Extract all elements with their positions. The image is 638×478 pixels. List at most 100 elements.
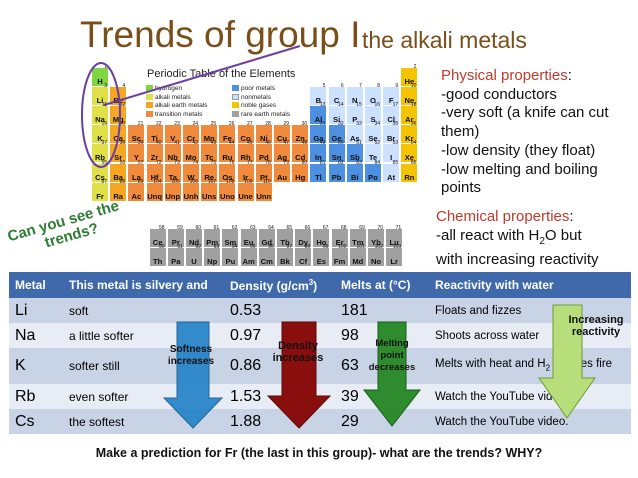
softness-arrow [162, 321, 224, 429]
element-cell-bk: 97 Bk [276, 244, 294, 267]
element-cell-cu: 29 Cu [273, 121, 291, 145]
element-cell-mg: 12 Mg [109, 102, 128, 126]
element-cell-mn: 25 Mn [200, 121, 219, 145]
element-cell-tm: 69 Tm [348, 225, 367, 248]
element-cell-unq: 104 Unq [145, 178, 164, 202]
density-arrow-label: Density increases [272, 340, 324, 364]
element-cell-pa: 91 Pa [166, 244, 185, 267]
element-cell-la: 57 La [127, 160, 146, 183]
legend-item: noble gases [232, 102, 290, 111]
element-cell-sb: 51 Sb [345, 140, 364, 164]
periodic-table-legend-left: hydrogen alkali metals alkali earth meta… [146, 85, 207, 119]
element-cell-ra: 88 Ra [109, 179, 128, 202]
element-cell-sr: 38 Sr [109, 140, 128, 164]
legend-item: alkali metals [146, 94, 207, 103]
element-cell-ag: 47 Ag [273, 140, 291, 164]
legend-item: hydrogen [146, 85, 207, 94]
element-cell-hg: 80 Hg [291, 160, 310, 183]
element-cell-sm: 62 Sm [221, 225, 240, 248]
element-cell-pb: 82 Pb [327, 160, 346, 183]
element-cell-li: 3 Li [91, 83, 109, 107]
element-cell-eu: 63 Eu [239, 225, 258, 248]
legend-swatch [146, 93, 153, 100]
chemical-properties: Chemical properties: -all react with H2O… [436, 208, 636, 270]
element-cell-bi: 83 Bi [345, 160, 364, 183]
element-cell-ac: 89 Ac [127, 179, 146, 202]
element-cell-cf: 98 Cf [294, 244, 313, 267]
physical-item: -very soft (a knife can cut them) [441, 104, 609, 141]
element-cell-co: 27 Co [236, 121, 255, 145]
col-header-reactivity: Reactivity with water [429, 272, 631, 298]
periodic-table-legend-right: poor metals nonmetals noble gases rare e… [232, 85, 290, 119]
element-cell-at: 85 At [382, 160, 401, 183]
element-cell-ne: 10 Ne [400, 83, 419, 107]
legend-swatch [232, 111, 239, 118]
periodic-table-title: Periodic Table of the Elements [147, 68, 296, 80]
element-cell-fm: 100 Fm [330, 244, 349, 267]
element-cell-no: 102 No [367, 244, 385, 267]
element-cell-pu: 94 Pu [221, 244, 240, 267]
element-cell-rn: 86 Rn [400, 160, 419, 183]
element-cell-fr: 87 Fr [91, 179, 109, 202]
physical-heading: Physical properties [441, 67, 568, 84]
element-cell-mo: 42 Mo [182, 140, 200, 164]
physical-item: -low density (they float) [441, 141, 596, 159]
element-cell-tb: 65 Tb [276, 225, 294, 248]
element-cell-th: 90 Th [148, 244, 167, 267]
legend-item: poor metals [232, 85, 290, 94]
element-cell-pd: 46 Pd [254, 140, 273, 164]
element-cell-br: 35 Br [382, 121, 401, 145]
chemical-item: with increasing reactivity [436, 251, 599, 269]
element-cell-cs: 55 Cs [91, 160, 109, 183]
col-header-metal: Metal [9, 272, 63, 298]
table-row: Cs the softest 1.88 29 Watch the YouTube vid… [9, 409, 631, 434]
col-header-description: This metal is silvery and [63, 272, 224, 298]
element-cell-am: 95 Am [239, 244, 258, 267]
chemical-heading: Chemical properties [436, 208, 570, 225]
element-cell-lr: 103 Lr [385, 244, 404, 267]
legend-swatch [146, 85, 153, 92]
legend-item: rare earth metals [232, 111, 290, 120]
element-cell-ti: 22 Ti [145, 121, 164, 145]
table-header-row: Metal This metal is silvery and Density … [9, 272, 631, 298]
reactivity-arrow-label: Increasing reactivity [568, 314, 624, 338]
legend-swatch [146, 102, 153, 109]
element-cell-u: 92 U [185, 244, 203, 267]
physical-item: -low melting and boiling points [441, 160, 598, 197]
legend-swatch [232, 93, 239, 100]
element-cell-au: 79 Au [273, 160, 291, 183]
legend-item: transition metals [146, 111, 207, 120]
element-cell-uns: 107 Uns [200, 178, 219, 202]
element-cell-s: 16 S [364, 102, 382, 126]
physical-item: -good conductors [441, 85, 557, 103]
element-cell-unp: 105 Unp [163, 178, 182, 202]
density-arrow [266, 321, 332, 429]
prediction-question: Make a prediction for Fr (the last in th… [95, 446, 543, 460]
element-cell-po: 84 Po [364, 160, 382, 183]
element-cell-xe: 54 Xe [400, 140, 419, 164]
legend-item: alkali earth metals [146, 102, 207, 111]
chemical-item: -all react with H2O but [436, 226, 582, 247]
element-cell-he: 2 He [400, 64, 419, 87]
element-cell-ho: 67 Ho [312, 225, 331, 248]
element-cell-es: 99 Es [312, 244, 331, 267]
legend-swatch [232, 102, 239, 109]
legend-swatch [232, 85, 239, 92]
reactivity-arrow [538, 304, 596, 419]
element-cell-une: 109 Une [236, 178, 255, 202]
physical-properties: Physical properties: -good conductors -v… [441, 67, 636, 198]
element-cell-uno: 108 Uno [218, 178, 237, 202]
element-cell-cm: 96 Cm [257, 244, 276, 267]
element-cell-ta: 73 Ta [163, 160, 182, 183]
element-cell-md: 101 Md [348, 244, 367, 267]
element-cell-np: 93 Np [203, 244, 222, 267]
slide-title: Trends of group I [80, 14, 361, 55]
col-header-density: Density (g/cm3) [224, 272, 335, 298]
group-1-ellipse [81, 62, 121, 168]
softness-arrow-label: Softness increases [167, 344, 215, 367]
element-cell-unn: 110 Unn [254, 178, 273, 202]
melting-arrow-label: Melting point decreases [368, 338, 416, 373]
legend-swatch [146, 111, 153, 118]
